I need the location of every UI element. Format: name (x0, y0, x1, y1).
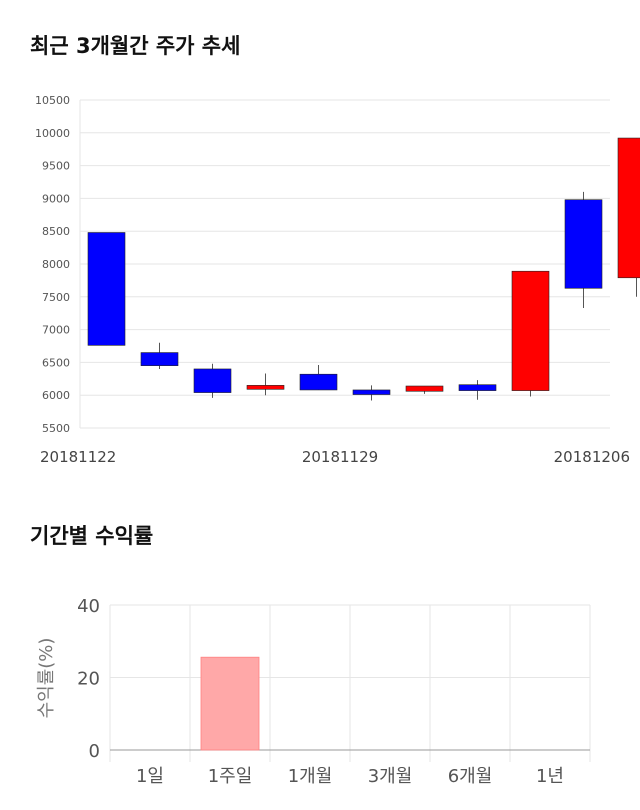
x-tick-label: 6개월 (448, 766, 493, 787)
y-axis-label: 수익률(%) (36, 638, 57, 719)
candle-down (458, 384, 497, 391)
x-tick-label: 20181122 (40, 448, 116, 466)
candle-down (352, 389, 391, 395)
y-tick-label: 8500 (42, 225, 70, 238)
candle-down (193, 368, 232, 393)
y-tick-label: 7000 (42, 324, 70, 337)
y-tick-label: 10000 (35, 127, 70, 140)
y-tick-label: 7500 (42, 291, 70, 304)
y-tick-label: 5500 (42, 422, 70, 435)
y-tick-label: 6000 (42, 389, 70, 402)
x-tick-label: 1주일 (208, 766, 253, 787)
y-tick-label: 8000 (42, 258, 70, 271)
stock-trend-title: 최근 3개월간 주가 추세 (30, 34, 241, 58)
candle-down (140, 352, 179, 366)
candle-down (299, 373, 338, 391)
x-tick-label: 3개월 (368, 766, 413, 787)
candle-up (405, 385, 444, 392)
y-tick-label: 9500 (42, 160, 70, 173)
candle-up (511, 270, 550, 391)
x-tick-label: 1년 (536, 766, 564, 787)
period-return-title: 기간별 수익률 (30, 524, 154, 548)
x-tick-label: 1개월 (288, 766, 333, 787)
return-bar (200, 656, 260, 751)
y-tick-label: 10500 (35, 94, 70, 107)
y-tick-label: 6500 (42, 356, 70, 369)
y-tick-label: 40 (77, 596, 100, 617)
y-tick-label: 0 (89, 741, 100, 762)
candle-down (87, 232, 126, 346)
y-tick-label: 9000 (42, 192, 70, 205)
x-tick-label: 1일 (136, 766, 164, 787)
y-tick-label: 20 (77, 669, 100, 690)
x-tick-label: 20181206 (554, 448, 630, 466)
candle-up (617, 137, 640, 279)
x-tick-label: 20181129 (302, 448, 378, 466)
price-candlestick-chart: 10500 10000 9500 9000 8500 8000 7500 7000 6500 60… (35, 94, 640, 466)
candle-down (564, 199, 603, 289)
candle-up (246, 385, 285, 390)
